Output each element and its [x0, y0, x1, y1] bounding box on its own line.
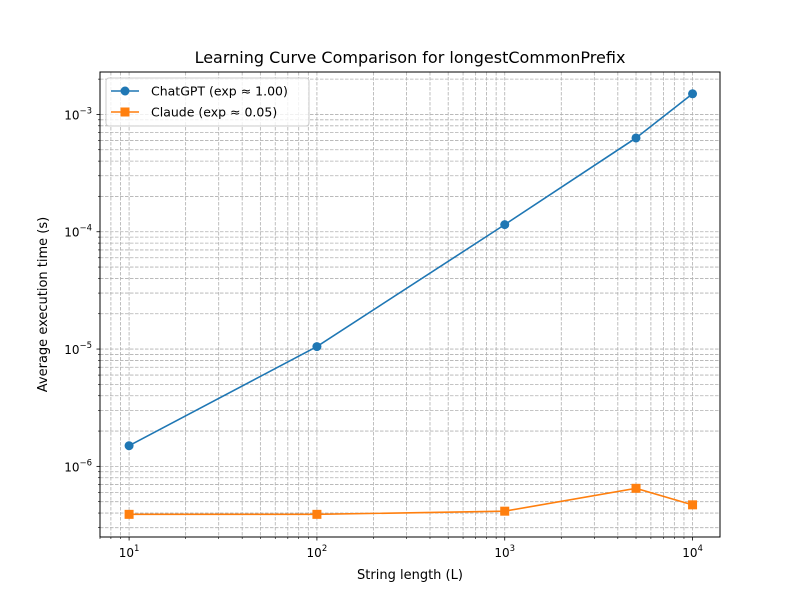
data-point	[124, 441, 134, 451]
x-tick-label: 104	[682, 544, 703, 560]
data-point	[631, 483, 641, 493]
plot-frame	[99, 71, 721, 538]
data-point	[688, 500, 698, 510]
series-layer	[124, 89, 698, 519]
data-point	[500, 506, 510, 516]
legend-label: ChatGPT (exp ≈ 1.00)	[151, 84, 288, 99]
legend-marker	[120, 107, 130, 117]
legend-label: Claude (exp ≈ 0.05)	[151, 105, 277, 120]
x-tick-label: 101	[119, 544, 140, 560]
axes: 101 102 103 104 10−6 10−5 10−4 10−3	[64, 78, 703, 560]
data-point	[500, 220, 510, 230]
data-point	[688, 89, 698, 99]
x-axis-label: String length (L)	[357, 568, 463, 583]
y-tick-label: 10−4	[64, 224, 92, 240]
chart-title: Learning Curve Comparison for longestCom…	[195, 48, 626, 67]
data-point	[631, 133, 641, 143]
legend: ChatGPT (exp ≈ 1.00) Claude (exp ≈ 0.05)	[105, 77, 310, 127]
data-point	[312, 509, 322, 519]
legend-marker	[120, 86, 130, 96]
legend-box	[105, 77, 310, 127]
data-point	[124, 509, 134, 519]
data-point	[312, 342, 322, 352]
y-axis-label: Average execution time (s)	[36, 217, 51, 392]
x-tick-label: 102	[307, 544, 328, 560]
y-tick-label: 10−6	[64, 458, 92, 474]
x-tick-label: 103	[494, 544, 515, 560]
y-tick-label: 10−5	[64, 341, 92, 357]
y-tick-label: 10−3	[64, 106, 92, 122]
